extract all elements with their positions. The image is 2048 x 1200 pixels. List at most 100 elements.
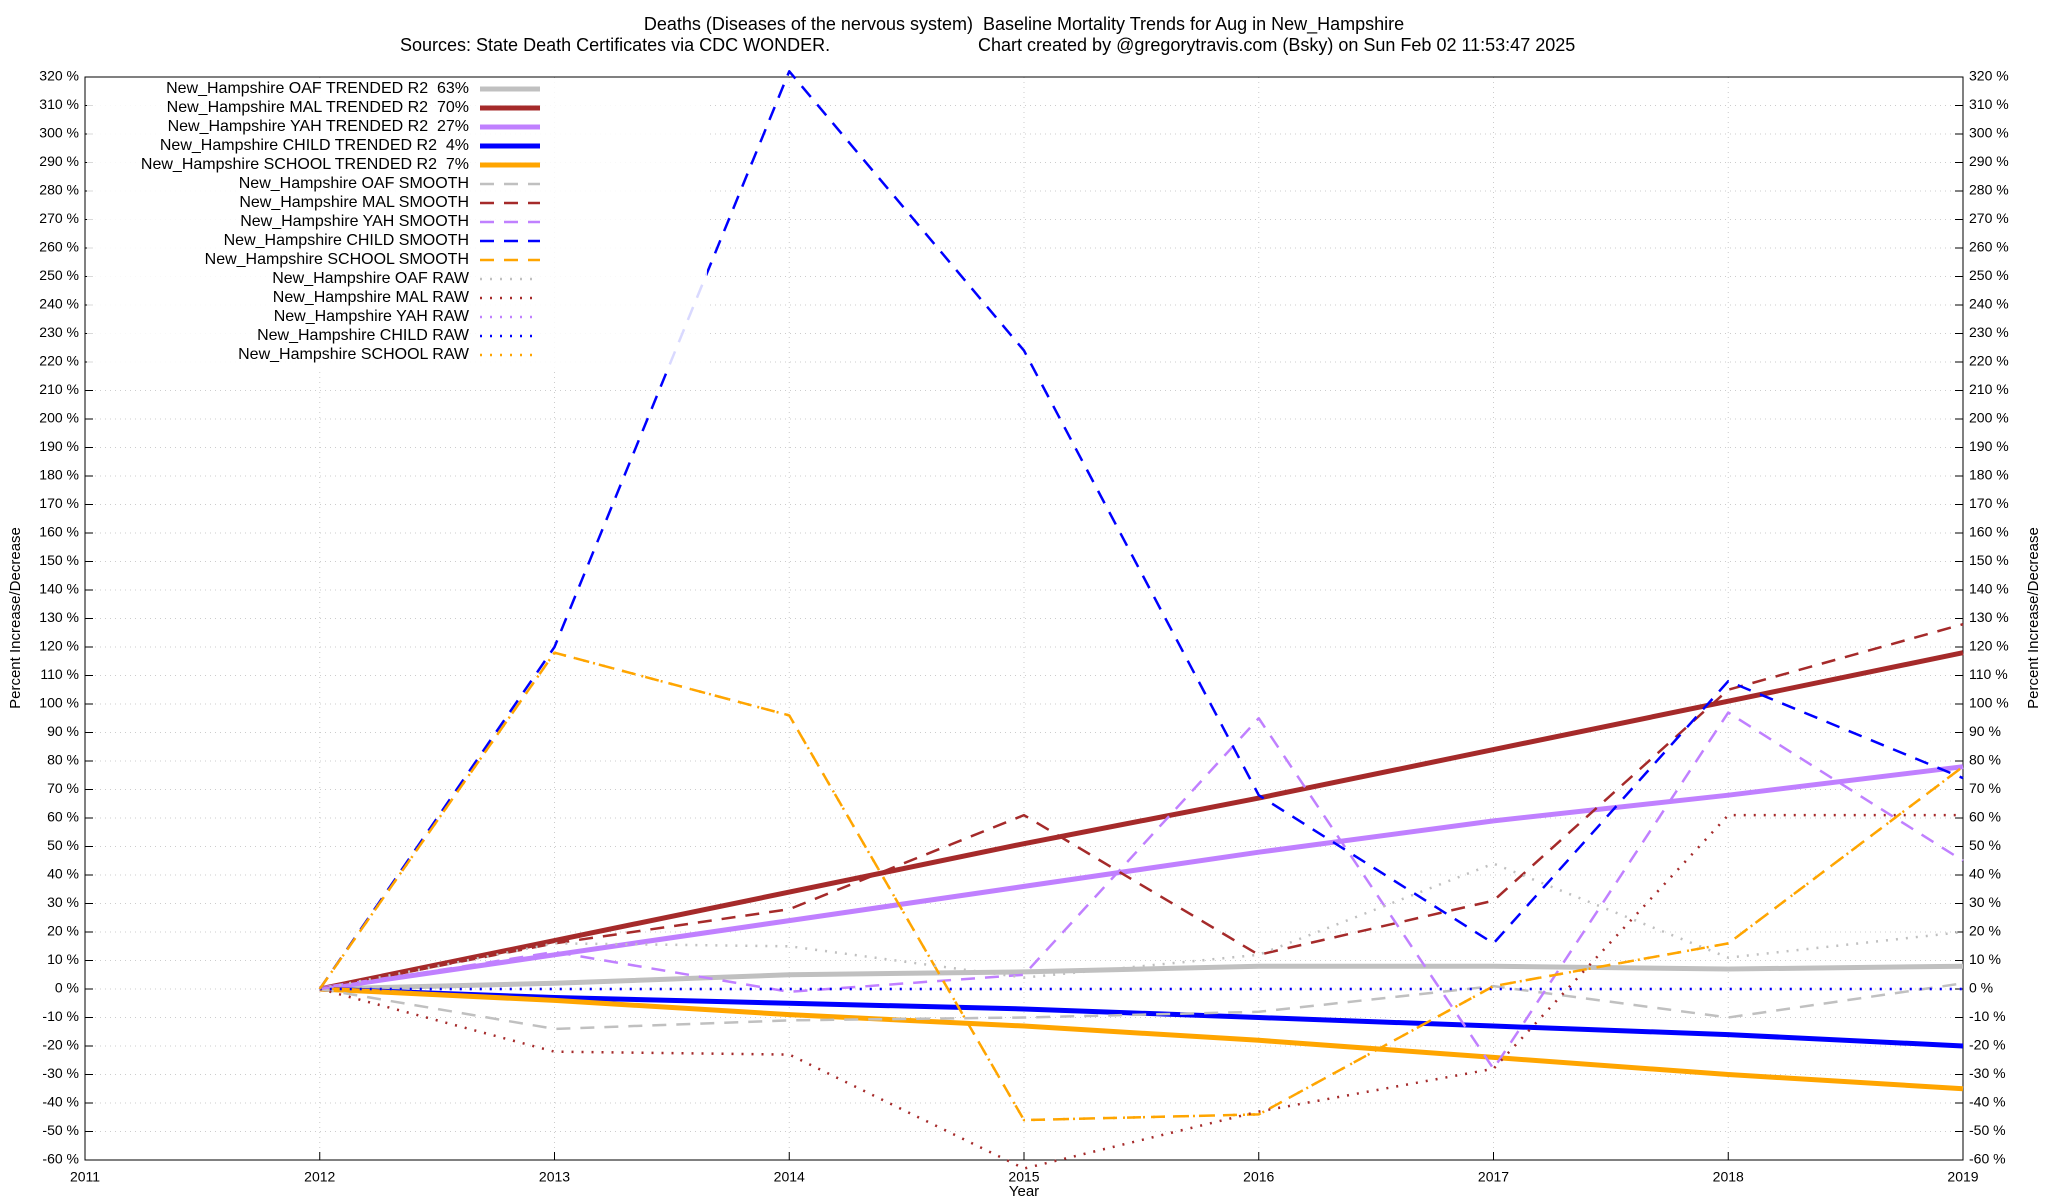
x-tick-label: 2014 — [774, 1169, 805, 1185]
y2-tick-label: 10 % — [1969, 951, 2001, 967]
y-tick-label: 190 % — [39, 438, 79, 454]
y-axis-label: Percent Increase/Decrease — [7, 527, 24, 709]
y-tick-label: 290 % — [39, 153, 79, 169]
y-tick-label: 300 % — [39, 125, 79, 141]
y-tick-label: 20 % — [47, 923, 79, 939]
y-tick-label: 270 % — [39, 210, 79, 226]
y-tick-label: 140 % — [39, 581, 79, 597]
y-tick-label: 230 % — [39, 324, 79, 340]
x-tick-label: 2011 — [70, 1169, 100, 1185]
series-line — [319, 986, 1964, 1049]
y-tick-label: 210 % — [39, 381, 79, 397]
y-tick-label: 220 % — [39, 353, 79, 369]
legend-label: New_Hampshire CHILD SMOOTH — [224, 232, 469, 249]
chart-credit: Chart created by @gregorytravis.com (Bsk… — [978, 35, 1575, 55]
y2-tick-label: 80 % — [1969, 752, 2001, 768]
x-tick-label: 2015 — [1008, 1169, 1039, 1185]
y2-tick-label: 20 % — [1969, 923, 2001, 939]
legend-label: New_Hampshire YAH TRENDED R2 27% — [168, 118, 469, 135]
y2-tick-label: -50 % — [1969, 1122, 2006, 1138]
y-tick-label: 280 % — [39, 182, 79, 198]
y2-tick-label: 160 % — [1969, 524, 2009, 540]
x-tick-label: 2016 — [1243, 1169, 1274, 1185]
y-tick-label: -40 % — [42, 1094, 79, 1110]
legend-label: New_Hampshire SCHOOL RAW — [238, 346, 470, 363]
y-tick-label: 260 % — [39, 239, 79, 255]
legend-label: New_Hampshire MAL TRENDED R2 70% — [167, 99, 469, 116]
legend-label: New_Hampshire CHILD TRENDED R2 4% — [160, 137, 469, 154]
legend-label: New_Hampshire MAL SMOOTH — [239, 194, 469, 211]
series-line — [318, 651, 1964, 1122]
y-tick-label: 240 % — [39, 296, 79, 312]
y2-tick-label: 290 % — [1969, 153, 2009, 169]
y-tick-label: 80 % — [47, 752, 79, 768]
y2-tick-label: -20 % — [1969, 1037, 2006, 1053]
y2-tick-label: 240 % — [1969, 296, 2009, 312]
series-line — [319, 982, 1964, 1031]
y-tick-label: 70 % — [47, 780, 79, 796]
y-tick-label: 10 % — [47, 951, 79, 967]
x-tick-label: 2019 — [1947, 1169, 1978, 1185]
y-tick-label: -50 % — [42, 1122, 79, 1138]
y-tick-label: 60 % — [47, 809, 79, 825]
y-tick-label: -60 % — [42, 1151, 79, 1167]
series-line — [318, 70, 1964, 990]
y-tick-label: 120 % — [39, 638, 79, 654]
legend-label: New_Hampshire CHILD RAW — [257, 327, 470, 344]
legend-label: New_Hampshire YAH SMOOTH — [240, 213, 469, 230]
y2-tick-label: 30 % — [1969, 894, 2001, 910]
y2-tick-label: -10 % — [1969, 1008, 2006, 1024]
legend-label: New_Hampshire OAF SMOOTH — [239, 175, 469, 192]
y2-tick-label: 130 % — [1969, 609, 2009, 625]
y2-tick-label: 150 % — [1969, 552, 2009, 568]
y-tick-label: -10 % — [42, 1008, 79, 1024]
legend-label: New_Hampshire YAH RAW — [274, 308, 470, 325]
legend-label: New_Hampshire SCHOOL SMOOTH — [205, 251, 469, 268]
y-tick-label: 200 % — [39, 410, 79, 426]
y-tick-label: -20 % — [42, 1037, 79, 1053]
x-tick-label: 2018 — [1713, 1169, 1744, 1185]
chart-title: Deaths (Diseases of the nervous system) … — [644, 14, 1404, 35]
x-tick-label: 2017 — [1478, 1169, 1509, 1185]
y2-tick-label: 270 % — [1969, 210, 2009, 226]
y2-tick-label: 200 % — [1969, 410, 2009, 426]
y2-tick-label: 280 % — [1969, 182, 2009, 198]
y-tick-label: 30 % — [47, 894, 79, 910]
y-tick-label: 50 % — [47, 837, 79, 853]
legend-label: New_Hampshire SCHOOL TRENDED R2 7% — [141, 156, 469, 173]
y2-tick-label: 40 % — [1969, 866, 2001, 882]
y2-tick-label: 110 % — [1969, 666, 2008, 682]
y2-tick-label: -60 % — [1969, 1151, 2006, 1167]
x-tick-label: 2013 — [539, 1169, 570, 1185]
y2-tick-label: 190 % — [1969, 438, 2009, 454]
y2-tick-label: -30 % — [1969, 1065, 2006, 1081]
y2-axis-label: Percent Increase/Decrease — [2025, 527, 2042, 709]
y2-tick-label: 140 % — [1969, 581, 2009, 597]
y2-tick-label: 90 % — [1969, 723, 2001, 739]
y-tick-label: 160 % — [39, 524, 79, 540]
y2-tick-label: 100 % — [1969, 695, 2009, 711]
y2-tick-label: 180 % — [1969, 467, 2009, 483]
y2-tick-label: 220 % — [1969, 353, 2009, 369]
y2-tick-label: 170 % — [1969, 495, 2009, 511]
series-line — [319, 764, 1964, 992]
y-tick-label: 150 % — [39, 552, 79, 568]
y-tick-label: 170 % — [39, 495, 79, 511]
series-line — [319, 622, 1964, 991]
y2-tick-label: 250 % — [1969, 267, 2009, 283]
y2-tick-label: 60 % — [1969, 809, 2001, 825]
y2-tick-label: 0 % — [1969, 980, 1993, 996]
y-tick-label: 320 % — [39, 68, 79, 84]
y2-tick-label: 120 % — [1969, 638, 2009, 654]
series-line — [319, 986, 1964, 1092]
y-tick-label: 110 % — [40, 666, 79, 682]
y2-tick-label: 260 % — [1969, 239, 2009, 255]
x-tick-label: 2012 — [304, 1169, 335, 1185]
y-tick-label: 250 % — [39, 267, 79, 283]
y-tick-label: -30 % — [42, 1065, 79, 1081]
y-tick-label: 310 % — [39, 96, 79, 112]
series-line — [319, 963, 1964, 992]
y-tick-label: 180 % — [39, 467, 79, 483]
series-line — [319, 650, 1964, 992]
